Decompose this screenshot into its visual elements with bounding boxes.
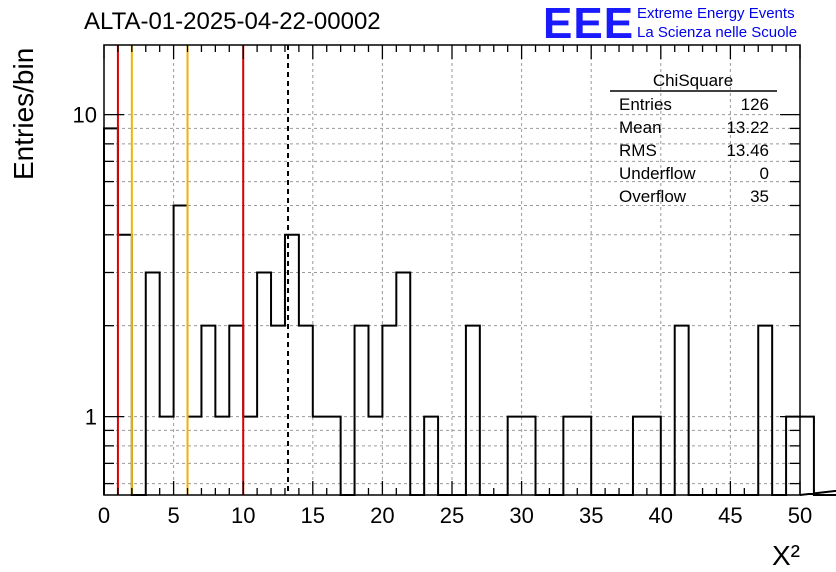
x-tick-label: 40 bbox=[649, 503, 673, 528]
histogram-bin bbox=[278, 326, 285, 495]
histogram-bin bbox=[306, 326, 313, 495]
histogram-bin bbox=[111, 128, 118, 495]
histogram-bin bbox=[292, 235, 299, 495]
x-tick-label: 25 bbox=[440, 503, 464, 528]
histogram-bin bbox=[264, 273, 271, 495]
histogram-bin bbox=[299, 326, 306, 495]
stats-rows: Entries 126 Mean 13.22 RMS 13.46 Underflow 0 Ove… bbox=[619, 95, 769, 206]
histogram-bin bbox=[229, 326, 236, 495]
histogram-bars bbox=[103, 127, 836, 496]
histogram-bin bbox=[271, 326, 278, 495]
histogram-bin bbox=[466, 326, 473, 495]
x-tick-label: 20 bbox=[370, 503, 394, 528]
stats-row-label: Entries bbox=[619, 95, 672, 114]
x-tick-label: 30 bbox=[509, 503, 533, 528]
histogram-bin bbox=[257, 273, 264, 495]
histogram-outline bbox=[103, 127, 836, 496]
histogram-bin bbox=[174, 206, 181, 495]
histogram-bin bbox=[382, 326, 389, 495]
stats-box: ChiSquare Entries 126 Mean 13.22 RMS 13.46 Und… bbox=[610, 71, 777, 206]
eee-logo: EEE Extreme Energy Events La Scienza nel… bbox=[543, 2, 833, 46]
x-tick-label: 0 bbox=[98, 503, 110, 528]
histogram-bin bbox=[682, 326, 689, 495]
stats-row-value: 35 bbox=[750, 187, 769, 206]
histogram-bin bbox=[125, 235, 132, 495]
histogram-bin bbox=[208, 326, 215, 495]
y-axis-title: Entries/bin bbox=[8, 48, 39, 180]
histogram-bin bbox=[473, 326, 480, 495]
histogram-bin bbox=[201, 326, 208, 495]
chart-title: ALTA-01-2025-04-22-00002 bbox=[84, 8, 381, 35]
logo-subtitle-1: Extreme Energy Events bbox=[637, 5, 795, 22]
reference-lines bbox=[116, 45, 290, 495]
histogram-bin bbox=[807, 417, 814, 495]
stats-row-value: 13.22 bbox=[726, 118, 769, 137]
histogram-bin bbox=[675, 326, 682, 495]
histogram-bin bbox=[389, 326, 396, 495]
stats-row-label: Underflow bbox=[619, 164, 696, 183]
eee-logo-mark: EEE bbox=[543, 0, 635, 48]
histogram-bin bbox=[403, 273, 410, 495]
histogram-bin bbox=[181, 206, 188, 495]
stats-row-value: 126 bbox=[741, 95, 769, 114]
histogram-bin bbox=[236, 326, 243, 495]
histogram-bin bbox=[118, 235, 125, 495]
histogram-bin bbox=[362, 326, 369, 495]
x-tick-label: 5 bbox=[167, 503, 179, 528]
histogram-bin bbox=[104, 128, 111, 495]
y-tick-labels: 1 10 bbox=[73, 103, 97, 430]
x-tick-label: 10 bbox=[231, 503, 255, 528]
stats-row-label: Overflow bbox=[619, 187, 687, 206]
histogram-bin bbox=[146, 273, 153, 495]
histogram-bin bbox=[758, 326, 765, 495]
axis-ticks bbox=[103, 45, 801, 495]
histogram-bin bbox=[765, 326, 772, 495]
logo-subtitle-2: La Scienza nelle Scuole bbox=[637, 24, 798, 41]
x-tick-label: 35 bbox=[579, 503, 603, 528]
x-tick-labels: 0 5 10 15 20 25 30 35 40 45 50 bbox=[98, 503, 812, 528]
y-tick-label: 1 bbox=[85, 405, 97, 430]
stats-row-value: 13.46 bbox=[726, 141, 769, 160]
x-tick-label: 45 bbox=[718, 503, 742, 528]
stats-row-label: RMS bbox=[619, 141, 657, 160]
histogram-bin bbox=[396, 273, 403, 495]
y-tick-label: 10 bbox=[73, 103, 97, 128]
stats-title: ChiSquare bbox=[653, 71, 733, 90]
stats-row-value: 0 bbox=[760, 164, 769, 183]
histogram-bin bbox=[153, 273, 160, 495]
x-tick-label: 15 bbox=[301, 503, 325, 528]
x-axis-title: X² bbox=[772, 540, 800, 571]
histogram-bin bbox=[800, 417, 807, 495]
grid-lines bbox=[104, 45, 800, 495]
histogram-bin bbox=[355, 326, 362, 495]
x-tick-label: 50 bbox=[788, 503, 812, 528]
stats-row-label: Mean bbox=[619, 118, 662, 137]
